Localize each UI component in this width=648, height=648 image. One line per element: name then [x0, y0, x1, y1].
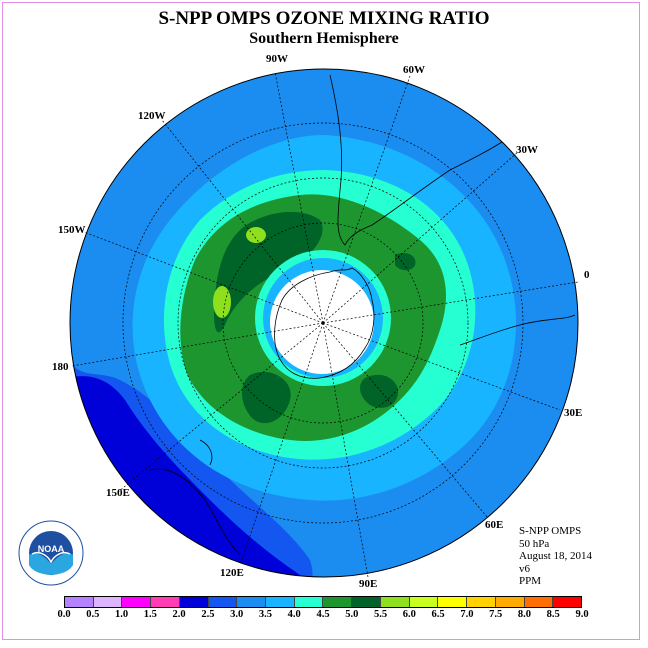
meridian-line — [322, 281, 579, 324]
colorbar-swatch — [237, 597, 267, 607]
colorbar-tick-label: 4.5 — [316, 609, 330, 620]
colorbar-swatch — [65, 597, 94, 607]
field-band-1.5 — [70, 376, 300, 577]
lon-label-120e: 120E — [220, 567, 244, 579]
colorbar-tick-label: 0.0 — [57, 609, 71, 620]
lon-label-90e: 90E — [359, 578, 377, 590]
field-ring-4.5-b — [241, 371, 291, 424]
australia-coast — [149, 468, 241, 556]
noaa-logo-text: NOAA — [38, 544, 65, 554]
meridian-line — [117, 322, 324, 493]
colorbar-tick-label: 5.0 — [345, 609, 359, 620]
info-line-version: v6 — [519, 562, 530, 575]
africa-coast — [459, 314, 576, 346]
colorbar-swatch — [151, 597, 180, 607]
colorbar-tick-label: 2.0 — [172, 609, 186, 620]
colorbar-swatch — [179, 597, 209, 607]
meridian-line — [161, 119, 324, 324]
colorbar-ticks: 0.0 0.5 1.0 1.5 2.0 2.5 3.0 3.5 4.0 4.5 5.0 5.5 6.0 6… — [0, 609, 648, 623]
nz-coast — [199, 439, 213, 466]
info-line-date: August 18, 2014 — [519, 550, 593, 562]
colorbar-tick-label: 6.5 — [431, 609, 445, 620]
colorbar-swatch — [352, 597, 381, 607]
lon-label-60w: 60W — [403, 64, 425, 76]
colorbar-tick-label: 4.0 — [287, 609, 301, 620]
meridian-line — [83, 231, 324, 324]
colorbar-swatch — [467, 597, 496, 607]
field-peak-5.0-a — [246, 227, 266, 243]
colorbar-tick-label: 3.5 — [258, 609, 272, 620]
figure-frame — [2, 2, 640, 640]
info-line-satellite: S-NPP OMPS — [519, 525, 582, 537]
colorbar-tick-label: 7.5 — [489, 609, 503, 620]
colorbar-swatch — [294, 597, 324, 607]
colorbar-tick-label: 6.0 — [402, 609, 416, 620]
lon-label-60e: 60E — [485, 519, 503, 531]
field-ring-4.5 — [213, 211, 323, 333]
colorbar-tick-label: 5.5 — [373, 609, 388, 620]
field-peak-5.0-b — [213, 286, 231, 318]
field-ring-4.5-d — [395, 253, 416, 271]
info-line-pressure-level: 50 hPa — [519, 537, 550, 550]
page-subtitle: Southern Hemisphere — [249, 30, 399, 47]
colorbar-swatch — [409, 597, 439, 607]
colorbar-swatch — [380, 597, 410, 607]
colorbar-swatch — [122, 597, 152, 607]
lon-label-150e: 150E — [106, 487, 130, 499]
colorbar-swatch — [208, 597, 238, 607]
colorbar-tick-label: 1.5 — [143, 609, 157, 620]
colorbar-swatch — [438, 597, 468, 607]
meridian-line — [322, 151, 519, 324]
colorbar-swatch — [266, 597, 295, 607]
info-line-unit: PPM — [519, 575, 542, 587]
meridian-line — [239, 322, 324, 566]
noaa-logo: NOAA — [18, 520, 84, 586]
page-title: S-NPP OMPS OZONE MIXING RATIO — [158, 8, 490, 29]
lon-label-120w: 120W — [138, 110, 166, 122]
meridian-line — [322, 322, 369, 578]
colorbar-swatch — [524, 597, 554, 607]
colorbar — [64, 596, 582, 608]
meridian-line — [274, 71, 324, 324]
antarctica-coast — [274, 267, 375, 379]
lon-label-90w: 90W — [266, 53, 288, 65]
colorbar-tick-label: 7.0 — [460, 609, 474, 620]
meridian-line — [322, 322, 489, 519]
colorbar-tick-label: 1.0 — [114, 609, 129, 620]
lon-label-180: 180 — [52, 361, 69, 373]
colorbar-tick-label: 2.5 — [201, 609, 215, 620]
meridian-line — [71, 322, 324, 367]
colorbar-swatch — [553, 597, 581, 607]
colorbar-tick-label: 0.5 — [86, 609, 100, 620]
product-info: S-NPP OMPS 50 hPa August 18, 2014 v6 PPM — [519, 525, 592, 588]
globe-outline — [69, 68, 579, 578]
colorbar-swatch — [93, 597, 123, 607]
colorbar-swatch — [495, 597, 525, 607]
latitude-circle — [177, 177, 469, 469]
colorbar-tick-label: 8.0 — [517, 609, 531, 620]
lon-label-0: 0 — [584, 269, 590, 281]
lon-label-30w: 30W — [516, 144, 538, 156]
latitude-circle — [122, 122, 524, 524]
latitude-circle — [222, 222, 424, 424]
colorbar-tick-label: 8.5 — [546, 609, 560, 620]
colorbar-tick-label: 3.0 — [230, 609, 244, 620]
lon-label-150w: 150W — [58, 224, 86, 236]
field-ring-4.5-c — [359, 374, 398, 408]
colorbar-tick-label: 9.0 — [575, 609, 589, 620]
lon-label-30e: 30E — [564, 407, 582, 419]
colorbar-swatch — [323, 597, 353, 607]
